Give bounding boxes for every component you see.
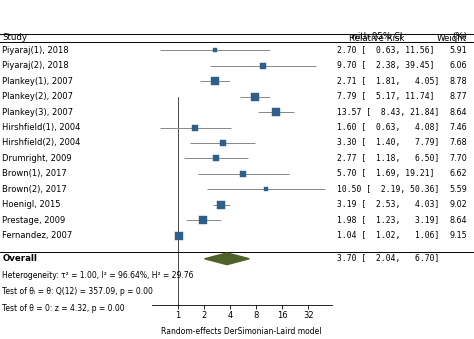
Text: Hirshfield(2), 2004: Hirshfield(2), 2004	[2, 138, 81, 147]
Polygon shape	[205, 253, 249, 265]
Text: Piyaraj(2), 2018: Piyaraj(2), 2018	[2, 61, 69, 70]
Text: 2.70 [  0.63, 11.56]: 2.70 [ 0.63, 11.56]	[337, 46, 434, 55]
Text: Plankey(3), 2007: Plankey(3), 2007	[2, 107, 73, 117]
Text: 6.62: 6.62	[449, 170, 467, 178]
Text: Plankey(2), 2007: Plankey(2), 2007	[2, 92, 73, 101]
Text: 5.59: 5.59	[449, 185, 467, 194]
Text: Piyaraj(1), 2018: Piyaraj(1), 2018	[2, 46, 69, 55]
Text: Hoenigl, 2015: Hoenigl, 2015	[2, 200, 61, 209]
Text: 2.77 [  1.18,   6.50]: 2.77 [ 1.18, 6.50]	[337, 154, 439, 163]
Text: 1.98 [  1.23,   3.19]: 1.98 [ 1.23, 3.19]	[337, 216, 439, 225]
Text: 3.30 [  1.40,   7.79]: 3.30 [ 1.40, 7.79]	[337, 138, 439, 147]
Text: 1.60 [  0.63,   4.08]: 1.60 [ 0.63, 4.08]	[337, 123, 439, 132]
Text: 9.70 [  2.38, 39.45]: 9.70 [ 2.38, 39.45]	[337, 61, 434, 70]
Text: 7.46: 7.46	[449, 123, 467, 132]
Text: Brown(2), 2017: Brown(2), 2017	[2, 185, 67, 194]
Text: Study: Study	[2, 34, 27, 42]
Text: 7.70: 7.70	[449, 154, 467, 163]
Text: 5.70 [  1.69, 19.21]: 5.70 [ 1.69, 19.21]	[337, 170, 434, 178]
Text: Brown(1), 2017: Brown(1), 2017	[2, 170, 67, 178]
Text: 8.64: 8.64	[449, 216, 467, 225]
Text: Plankey(1), 2007: Plankey(1), 2007	[2, 77, 73, 86]
Text: Heterogeneity: τ² = 1.00, I² = 96.64%, H² = 29.76: Heterogeneity: τ² = 1.00, I² = 96.64%, H…	[2, 271, 194, 280]
Text: Drumright, 2009: Drumright, 2009	[2, 154, 72, 163]
Text: 3.70 [  2.04,   6.70]: 3.70 [ 2.04, 6.70]	[337, 254, 439, 263]
Text: with 95% CI: with 95% CI	[351, 33, 402, 41]
Text: Random-effects DerSimonian-Laird model: Random-effects DerSimonian-Laird model	[162, 326, 322, 336]
Text: 2.71 [  1.81,   4.05]: 2.71 [ 1.81, 4.05]	[337, 77, 439, 86]
Text: 3.19 [  2.53,   4.03]: 3.19 [ 2.53, 4.03]	[337, 200, 439, 209]
Text: Relative Risk: Relative Risk	[349, 34, 405, 43]
Text: Weight: Weight	[437, 34, 467, 43]
Text: 7.79 [  5.17, 11.74]: 7.79 [ 5.17, 11.74]	[337, 92, 434, 101]
Text: Overall: Overall	[2, 254, 37, 263]
Text: 5.91: 5.91	[449, 46, 467, 55]
Text: Prestage, 2009: Prestage, 2009	[2, 216, 65, 225]
Text: 9.02: 9.02	[449, 200, 467, 209]
Text: Fernandez, 2007: Fernandez, 2007	[2, 231, 73, 240]
Text: 8.64: 8.64	[449, 107, 467, 117]
Text: (%): (%)	[452, 33, 467, 41]
Text: 10.50 [  2.19, 50.36]: 10.50 [ 2.19, 50.36]	[337, 185, 439, 194]
Text: 8.78: 8.78	[449, 77, 467, 86]
Text: 9.15: 9.15	[449, 231, 467, 240]
Text: 7.68: 7.68	[449, 138, 467, 147]
Text: Hirshfield(1), 2004: Hirshfield(1), 2004	[2, 123, 81, 132]
Text: Test of θᵢ = θ: Q(12) = 357.09, p = 0.00: Test of θᵢ = θ: Q(12) = 357.09, p = 0.00	[2, 287, 153, 296]
Text: 8.77: 8.77	[449, 92, 467, 101]
Text: Test of θ = 0: z = 4.32, p = 0.00: Test of θ = 0: z = 4.32, p = 0.00	[2, 304, 125, 313]
Text: 1.04 [  1.02,   1.06]: 1.04 [ 1.02, 1.06]	[337, 231, 439, 240]
Text: 13.57 [  8.43, 21.84]: 13.57 [ 8.43, 21.84]	[337, 107, 439, 117]
Text: 6.06: 6.06	[449, 61, 467, 70]
